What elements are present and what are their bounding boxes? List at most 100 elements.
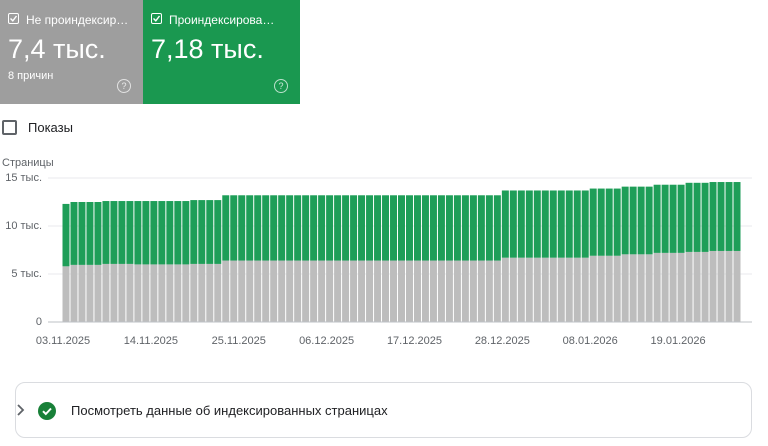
checkbox[interactable] xyxy=(2,120,17,135)
bar-segment xyxy=(661,184,669,253)
bar-segment xyxy=(717,182,725,251)
bar-segment xyxy=(310,195,318,261)
bar-segment xyxy=(398,260,405,322)
bar-segment xyxy=(509,257,517,322)
bar-segment xyxy=(158,264,166,322)
bar-segment xyxy=(565,257,573,322)
bar-segment xyxy=(413,195,421,261)
bar-segment xyxy=(382,260,390,322)
card-value: 7,18 тыс. xyxy=(151,34,264,64)
bar-segment xyxy=(190,263,198,322)
help-icon[interactable]: ? xyxy=(117,79,131,93)
bar-segment xyxy=(597,188,605,256)
bar-segment xyxy=(637,186,645,255)
bar-segment xyxy=(230,195,238,261)
bar-segment xyxy=(78,202,86,265)
card-label: Проиндексирова… xyxy=(169,13,275,27)
bar-segment xyxy=(693,251,701,322)
bar-segment xyxy=(597,255,605,322)
bar-segment xyxy=(573,257,581,322)
bar-segment xyxy=(541,190,549,258)
bar-segment xyxy=(493,260,501,322)
bar-segment xyxy=(110,263,118,322)
bar-segment xyxy=(405,195,413,261)
bar-segment xyxy=(557,190,565,258)
bar-segment xyxy=(118,201,126,264)
bar-segment xyxy=(278,260,286,322)
bar-segment xyxy=(613,255,621,322)
bar-segment xyxy=(445,260,453,322)
bar-segment xyxy=(685,182,693,252)
bar-segment xyxy=(685,251,693,322)
bar-segment xyxy=(342,195,350,261)
bar-segment xyxy=(254,260,262,322)
bar-segment xyxy=(110,201,118,264)
bar-segment xyxy=(461,260,469,322)
bar-segment xyxy=(230,260,238,322)
bar-segment xyxy=(693,182,701,252)
bar-segment xyxy=(262,195,270,261)
chevron xyxy=(17,404,25,416)
bar-segment xyxy=(86,264,94,322)
bar-segment xyxy=(246,195,254,261)
bar-segment xyxy=(709,250,717,322)
help-icon[interactable]: ? xyxy=(274,79,288,93)
x-tick-label: 28.12.2025 xyxy=(475,335,530,347)
bar-segment xyxy=(342,260,350,322)
bar-segment xyxy=(134,201,142,265)
bar-segment xyxy=(429,260,437,322)
bar-segment xyxy=(669,184,677,253)
bar-segment xyxy=(270,195,278,261)
bar-segment xyxy=(621,254,629,322)
bar-segment xyxy=(94,264,102,322)
bar-segment xyxy=(557,257,565,322)
bar-segment xyxy=(302,260,310,322)
bar-segment xyxy=(525,190,533,258)
x-tick-label: 19.01.2026 xyxy=(651,335,706,347)
bar-segment xyxy=(182,264,190,322)
bar-segment xyxy=(126,201,134,264)
bar-segment xyxy=(581,190,589,258)
bar-segment xyxy=(605,255,613,322)
bar-segment xyxy=(238,195,246,261)
bar-segment xyxy=(413,260,421,322)
bar-segment xyxy=(549,257,557,322)
link-card[interactable]: Посмотреть данные об индексированных стр… xyxy=(15,382,752,438)
bar-segment xyxy=(453,195,461,261)
bar-segment xyxy=(725,250,733,322)
bar-segment xyxy=(358,195,366,261)
bar-segment xyxy=(190,200,198,264)
bar-segment xyxy=(645,186,653,255)
x-tick-label: 25.11.2025 xyxy=(212,335,266,347)
bar-segment xyxy=(421,260,429,322)
bar-segment xyxy=(254,195,262,261)
bar-segment xyxy=(573,190,581,258)
bar-segment xyxy=(294,195,302,261)
bar-segment xyxy=(246,260,254,322)
metric-card[interactable]: Проиндексирова… 7,18 тыс. ? xyxy=(143,0,300,104)
bar-segment xyxy=(477,260,485,322)
bar-segment xyxy=(541,257,549,322)
bar-segment xyxy=(589,255,597,322)
bar-segment xyxy=(613,188,621,256)
bar-segment xyxy=(525,257,533,322)
checkbox-label[interactable]: Показы xyxy=(28,120,73,135)
bar-segment xyxy=(86,202,94,265)
bar-segment xyxy=(150,264,158,322)
bar-segment xyxy=(270,260,278,322)
bar-segment xyxy=(629,254,637,322)
metric-card[interactable]: Не проиндексир… 7,4 тыс. 8 причин ? xyxy=(0,0,143,104)
bar-segment xyxy=(198,263,206,322)
bar-segment xyxy=(725,182,733,251)
bar-segment xyxy=(70,264,78,322)
bar-segment xyxy=(150,201,158,265)
bar-segment xyxy=(453,260,461,322)
bar-segment xyxy=(677,184,685,253)
bar-segment xyxy=(206,200,214,264)
bar-segment xyxy=(326,195,334,261)
bar-segment xyxy=(509,190,517,258)
bar-segment xyxy=(366,195,374,261)
bar-segment xyxy=(222,260,230,322)
